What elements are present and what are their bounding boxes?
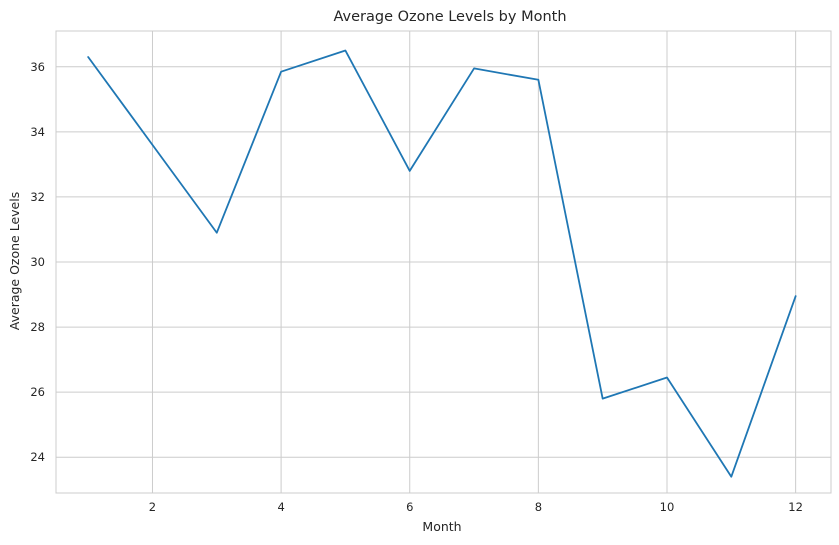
y-tick-label: 28: [30, 320, 45, 334]
y-tick-label: 24: [30, 450, 45, 464]
x-tick-label: 4: [277, 500, 284, 514]
x-tick-labels: 2 4 6 8 10 12: [149, 500, 803, 514]
x-tick-label: 6: [406, 500, 413, 514]
y-tick-label: 34: [30, 125, 45, 139]
y-tick-label: 30: [30, 255, 45, 269]
y-tick-label: 32: [30, 190, 45, 204]
y-tick-label: 36: [30, 60, 45, 74]
x-tick-label: 8: [535, 500, 542, 514]
x-tick-label: 10: [660, 500, 675, 514]
y-tick-labels: 24 26 28 30 32 34 36: [30, 60, 45, 464]
x-axis-label: Month: [422, 519, 461, 534]
y-tick-label: 26: [30, 385, 45, 399]
plot-frame: [55, 30, 832, 494]
series-line: [87, 49, 797, 478]
series-layer: [87, 49, 797, 478]
x-tick-label: 2: [149, 500, 156, 514]
chart-title: Average Ozone Levels by Month: [333, 9, 566, 25]
grid-lines: [56, 31, 831, 493]
y-axis-label: Average Ozone Levels: [7, 192, 22, 330]
x-tick-label: 12: [788, 500, 803, 514]
